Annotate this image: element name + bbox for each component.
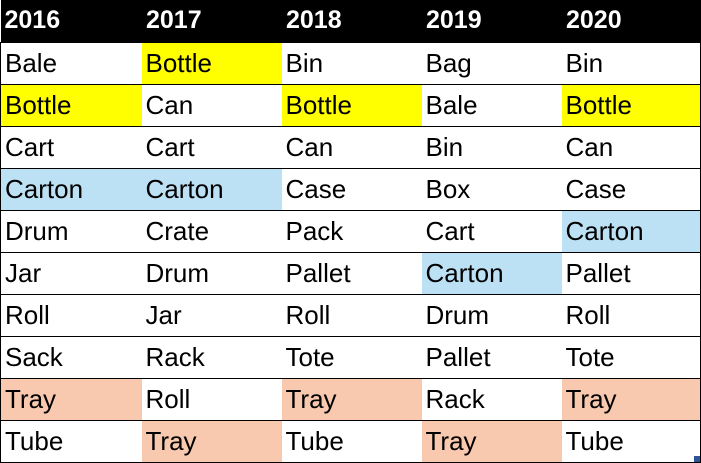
table-row: Jar Drum Pallet Carton Pallet bbox=[0, 251, 701, 294]
table-cell[interactable]: Tube bbox=[281, 419, 422, 463]
table-cell[interactable]: Roll bbox=[141, 377, 282, 420]
table-cell[interactable]: Bag bbox=[421, 41, 562, 84]
table-body: Bale Bottle Bin Bag Bin Bottle Can Bottle Bale Bo… bbox=[0, 41, 701, 463]
table-cell[interactable]: Tube bbox=[0, 419, 142, 463]
table-cell[interactable]: Sack bbox=[0, 335, 142, 378]
table-cell[interactable]: Cart bbox=[421, 209, 562, 252]
table-cell[interactable]: Roll bbox=[561, 293, 701, 336]
table-cell[interactable]: Tray bbox=[141, 419, 282, 463]
table-row: Bale Bottle Bin Bag Bin bbox=[0, 41, 701, 84]
table-cell[interactable]: Carton bbox=[141, 167, 282, 210]
table-cell[interactable]: Bale bbox=[421, 83, 562, 126]
table-cell[interactable]: Cart bbox=[0, 125, 142, 168]
table-cell[interactable]: Tote bbox=[281, 335, 422, 378]
table-cell[interactable]: Jar bbox=[141, 293, 282, 336]
header-cell-2016[interactable]: 2016 bbox=[0, 0, 142, 42]
table-cell[interactable]: Can bbox=[141, 83, 282, 126]
table-cell[interactable]: Bin bbox=[421, 125, 562, 168]
header-cell-2020[interactable]: 2020 bbox=[561, 0, 701, 42]
table-cell[interactable]: Tube bbox=[561, 419, 701, 463]
header-cell-2018[interactable]: 2018 bbox=[281, 0, 422, 42]
table-cell[interactable]: Tray bbox=[0, 377, 142, 420]
table-cell[interactable]: Roll bbox=[281, 293, 422, 336]
table-row: Tube Tray Tube Tray Tube bbox=[0, 419, 701, 463]
table-cell[interactable]: Pallet bbox=[281, 251, 422, 294]
table-cell[interactable]: Drum bbox=[141, 251, 282, 294]
table-cell[interactable]: Drum bbox=[421, 293, 562, 336]
table-cell[interactable]: Can bbox=[561, 125, 701, 168]
table-cell[interactable]: Bin bbox=[561, 41, 701, 84]
table-cell[interactable]: Tray bbox=[561, 377, 701, 420]
table-cell[interactable]: Carton bbox=[561, 209, 701, 252]
table-cell[interactable]: Rack bbox=[141, 335, 282, 378]
table-cell[interactable]: Cart bbox=[141, 125, 282, 168]
table-cell[interactable]: Tray bbox=[421, 419, 562, 463]
table-cell[interactable]: Tote bbox=[561, 335, 701, 378]
table-cell[interactable]: Can bbox=[281, 125, 422, 168]
table-cell[interactable]: Bottle bbox=[281, 83, 422, 126]
table-row: Carton Carton Case Box Case bbox=[0, 167, 701, 210]
table-cell[interactable]: Drum bbox=[0, 209, 142, 252]
table-row: Drum Crate Pack Cart Carton bbox=[0, 209, 701, 252]
table-cell[interactable]: Pack bbox=[281, 209, 422, 252]
table-row: Cart Cart Can Bin Can bbox=[0, 125, 701, 168]
table-cell[interactable]: Jar bbox=[0, 251, 142, 294]
table-cell[interactable]: Case bbox=[281, 167, 422, 210]
fill-handle[interactable] bbox=[694, 456, 700, 462]
table-row: Roll Jar Roll Drum Roll bbox=[0, 293, 701, 336]
table-cell[interactable]: Carton bbox=[421, 251, 562, 294]
table-cell[interactable]: Rack bbox=[421, 377, 562, 420]
table-cell[interactable]: Bottle bbox=[561, 83, 701, 126]
table-cell[interactable]: Crate bbox=[141, 209, 282, 252]
table-cell[interactable]: Tray bbox=[281, 377, 422, 420]
table-cell[interactable]: Carton bbox=[0, 167, 142, 210]
table-row: Bottle Can Bottle Bale Bottle bbox=[0, 83, 701, 126]
table-row: Tray Roll Tray Rack Tray bbox=[0, 377, 701, 420]
table-cell[interactable]: Pallet bbox=[421, 335, 562, 378]
table-cell[interactable]: Bottle bbox=[141, 41, 282, 84]
table-cell[interactable]: Bin bbox=[281, 41, 422, 84]
table-cell[interactable]: Bale bbox=[0, 41, 142, 84]
table-cell[interactable]: Roll bbox=[0, 293, 142, 336]
table-row: Sack Rack Tote Pallet Tote bbox=[0, 335, 701, 378]
table-cell[interactable]: Pallet bbox=[561, 251, 701, 294]
table-cell[interactable]: Case bbox=[561, 167, 701, 210]
header-cell-2017[interactable]: 2017 bbox=[141, 0, 282, 42]
table-cell[interactable]: Box bbox=[421, 167, 562, 210]
header-cell-2019[interactable]: 2019 bbox=[421, 0, 562, 42]
table-cell[interactable]: Bottle bbox=[0, 83, 142, 126]
header-row: 2016 2017 2018 2019 2020 bbox=[0, 0, 701, 42]
